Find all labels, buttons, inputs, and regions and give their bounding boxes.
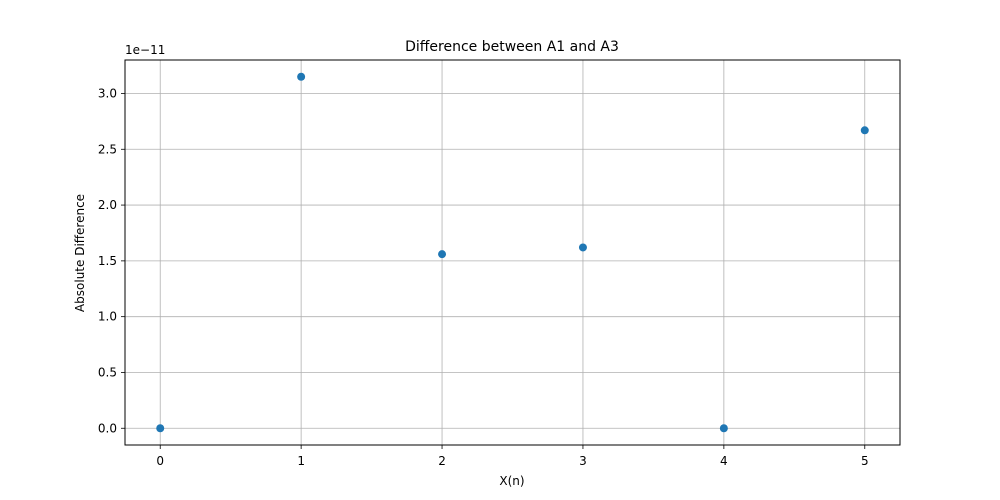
- x-tick-label: 4: [720, 454, 728, 468]
- y-axis-offset-label: 1e−11: [125, 43, 165, 57]
- y-tick-label: 0.0: [98, 421, 117, 435]
- y-tick-label: 1.5: [98, 254, 117, 268]
- y-tick-label: 2.0: [98, 198, 117, 212]
- chart-title: Difference between A1 and A3: [405, 39, 619, 55]
- y-tick-label: 2.5: [98, 142, 117, 156]
- x-tick-label: 1: [297, 454, 305, 468]
- x-tick-label: 3: [579, 454, 587, 468]
- y-tick-label: 3.0: [98, 86, 117, 100]
- grid: [125, 60, 900, 445]
- data-point: [719, 424, 728, 433]
- axis-ticks: 0 1 2 3 4 5 0.0 0.5 1.0 1.5 2.0 2.5 3.0: [98, 86, 869, 468]
- x-tick-label: 5: [861, 454, 869, 468]
- x-axis-label: X(n): [499, 474, 524, 488]
- y-axis-label: Absolute Difference: [73, 194, 87, 312]
- data-point: [156, 424, 165, 433]
- x-tick-label: 0: [156, 454, 164, 468]
- data-point: [438, 250, 447, 259]
- data-point: [860, 126, 869, 135]
- data-points: [156, 72, 869, 433]
- y-tick-label: 1.0: [98, 310, 117, 324]
- data-point: [578, 243, 587, 252]
- y-tick-label: 0.5: [98, 365, 117, 379]
- x-tick-label: 2: [438, 454, 446, 468]
- plot-area-frame: [124, 59, 901, 446]
- data-point: [297, 72, 306, 81]
